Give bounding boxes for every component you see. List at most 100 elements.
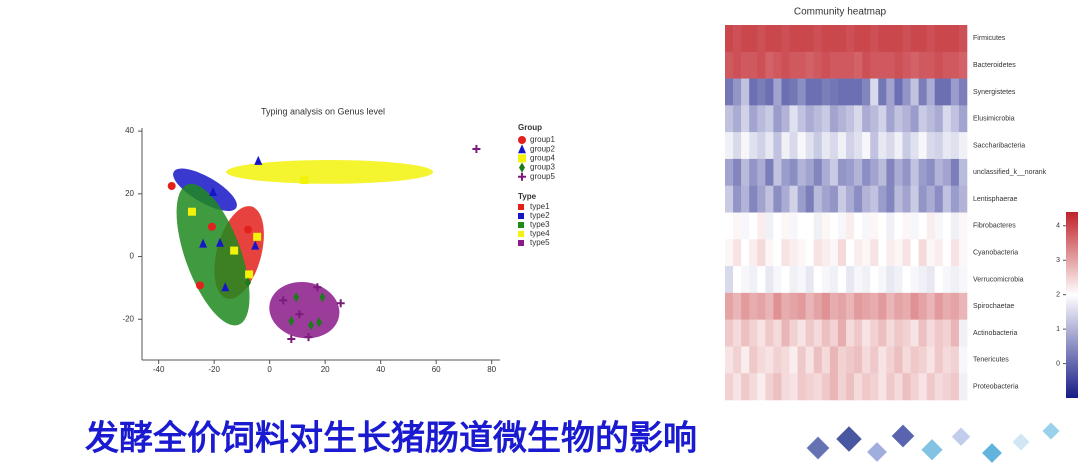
heat-cell <box>854 346 863 374</box>
heat-cell <box>781 78 790 106</box>
colorbar <box>1066 212 1078 398</box>
heat-cell <box>789 51 798 79</box>
legend-label: group5 <box>530 172 555 181</box>
heat-cell <box>725 239 734 267</box>
heat-cell <box>854 292 863 320</box>
heat-cell <box>926 346 936 374</box>
heat-cell <box>950 212 960 240</box>
heat-cell <box>894 78 903 106</box>
heat-cell <box>741 212 750 240</box>
point <box>472 145 481 154</box>
heat-cell <box>910 105 919 133</box>
heat-cell <box>950 346 960 374</box>
point <box>295 310 304 319</box>
heat-cell <box>733 239 742 267</box>
heat-cell <box>878 292 887 320</box>
heat-cell <box>797 292 806 320</box>
heat-cell <box>910 346 919 374</box>
heat-cell <box>733 158 742 187</box>
heat-cell <box>878 132 887 160</box>
heat-cell <box>805 158 815 187</box>
heat-cell <box>797 51 806 79</box>
heat-cell <box>926 292 936 320</box>
heat-cell <box>870 158 879 187</box>
heat-cell <box>773 185 782 213</box>
heat-cell <box>854 239 863 267</box>
heat-cell <box>813 105 823 133</box>
heat-cell <box>878 78 887 106</box>
row-label: Saccharibacteria <box>973 142 1025 149</box>
heat-cell <box>958 158 968 187</box>
heat-cell <box>958 266 968 294</box>
heat-cell <box>958 78 968 106</box>
heat-cell <box>805 25 815 53</box>
heat-cell <box>862 346 871 374</box>
heat-cell <box>773 373 782 401</box>
heat-cell <box>854 266 863 294</box>
point <box>319 292 326 303</box>
heat-cell <box>870 185 879 213</box>
heat-cell <box>789 212 798 240</box>
legend-label: type3 <box>530 220 550 229</box>
heat-cell <box>733 266 742 294</box>
heat-cell <box>765 266 774 294</box>
heat-cell <box>797 105 806 133</box>
heat-cell <box>829 132 839 160</box>
heat-cell <box>749 292 758 320</box>
heat-cell <box>910 51 919 79</box>
heat-cell <box>821 239 831 267</box>
row-label: Lentisphaerae <box>973 196 1017 203</box>
legend-marker <box>519 162 525 173</box>
heat-cell <box>902 346 911 374</box>
point <box>293 292 300 303</box>
heat-cell <box>789 78 798 106</box>
heat-cell <box>918 239 927 267</box>
heat-cell <box>894 25 903 53</box>
legend-label: type4 <box>530 229 550 238</box>
legend-swatch <box>518 222 524 228</box>
heat-cell <box>926 319 936 347</box>
heat-cell <box>821 51 831 79</box>
heat-cell <box>797 212 806 240</box>
heat-cell <box>902 132 911 160</box>
point <box>308 320 315 331</box>
heat-cell <box>725 78 734 106</box>
heat-cell <box>725 25 734 53</box>
legend-marker <box>518 154 526 163</box>
heat-cell <box>926 266 936 294</box>
heat-cell <box>749 212 758 240</box>
heat-cell <box>934 212 944 240</box>
heat-cell <box>862 158 871 187</box>
heat-cell <box>862 239 871 267</box>
ellipse <box>176 183 250 326</box>
y-tick-label: 20 <box>125 189 134 198</box>
heat-cell <box>870 78 879 106</box>
heat-cell <box>741 346 750 374</box>
heat-cell <box>725 266 734 294</box>
heat-cell <box>813 185 823 213</box>
heat-cell <box>934 266 944 294</box>
row-label: Fibrobacteres <box>973 223 1016 230</box>
heat-cell <box>725 51 734 79</box>
heat-cell <box>805 239 815 267</box>
heat-cell <box>894 292 903 320</box>
row-label: Proteobacteria <box>973 383 1019 390</box>
heat-cell <box>894 319 903 347</box>
legend-marker <box>518 172 526 181</box>
heat-cell <box>749 25 758 53</box>
heat-cell <box>805 51 815 79</box>
heat-cell <box>765 51 774 79</box>
heat-cell <box>934 373 944 401</box>
heat-cell <box>733 292 742 320</box>
point <box>304 333 313 342</box>
heat-cell <box>958 373 968 401</box>
heat-cell <box>781 239 790 267</box>
heat-cell <box>757 239 766 267</box>
heat-cell <box>821 346 831 374</box>
heat-cell <box>733 319 742 347</box>
heat-cell <box>773 212 782 240</box>
heat-cell <box>741 185 750 213</box>
heat-cell <box>765 346 774 374</box>
heat-cell <box>773 78 782 106</box>
heat-cell <box>821 319 831 347</box>
